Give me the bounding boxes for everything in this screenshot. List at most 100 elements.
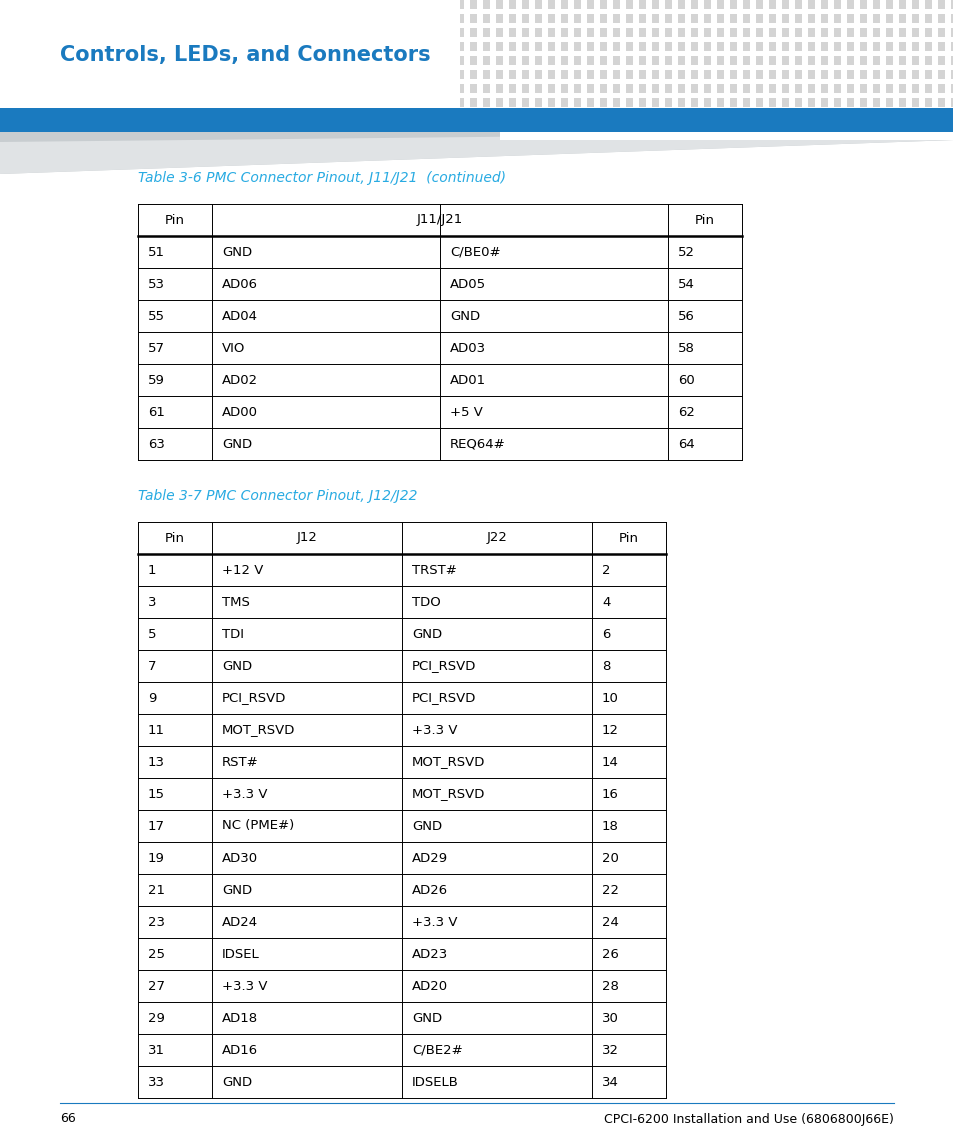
Bar bbox=[288, 84, 294, 93]
Bar bbox=[2, 56, 9, 65]
Bar bbox=[353, 42, 359, 52]
Bar bbox=[274, 27, 282, 37]
Bar bbox=[15, 42, 22, 52]
Bar bbox=[145, 27, 152, 37]
Bar bbox=[15, 14, 22, 23]
Bar bbox=[15, 27, 22, 37]
Bar bbox=[885, 84, 892, 93]
Bar bbox=[586, 56, 594, 65]
Bar bbox=[599, 98, 606, 106]
Bar bbox=[613, 27, 619, 37]
Bar bbox=[443, 84, 451, 93]
Bar bbox=[547, 98, 555, 106]
Bar bbox=[92, 14, 100, 23]
Text: 64: 64 bbox=[678, 437, 694, 450]
Bar bbox=[80, 27, 87, 37]
Bar bbox=[145, 56, 152, 65]
Bar bbox=[314, 14, 320, 23]
Bar bbox=[833, 27, 841, 37]
Bar bbox=[755, 14, 762, 23]
Bar bbox=[911, 42, 918, 52]
Bar bbox=[599, 0, 606, 9]
Bar bbox=[807, 0, 814, 9]
Bar bbox=[470, 98, 476, 106]
Bar bbox=[314, 70, 320, 79]
Bar bbox=[301, 84, 308, 93]
Bar bbox=[353, 56, 359, 65]
Bar bbox=[535, 70, 541, 79]
Bar bbox=[781, 70, 788, 79]
Bar bbox=[885, 42, 892, 52]
Bar bbox=[353, 27, 359, 37]
Bar bbox=[496, 84, 502, 93]
Bar bbox=[210, 0, 216, 9]
Bar bbox=[625, 56, 633, 65]
Bar bbox=[353, 70, 359, 79]
Text: 24: 24 bbox=[601, 916, 618, 929]
Bar bbox=[196, 84, 204, 93]
Bar bbox=[574, 14, 580, 23]
Bar bbox=[378, 27, 386, 37]
Bar bbox=[911, 70, 918, 79]
Bar bbox=[729, 27, 737, 37]
Bar bbox=[353, 84, 359, 93]
Text: AD23: AD23 bbox=[412, 948, 448, 961]
Bar bbox=[54, 56, 61, 65]
Bar bbox=[625, 42, 633, 52]
Bar bbox=[443, 42, 451, 52]
Text: 8: 8 bbox=[601, 660, 610, 672]
Bar bbox=[781, 42, 788, 52]
Bar bbox=[392, 14, 398, 23]
Bar bbox=[249, 14, 255, 23]
Bar bbox=[846, 27, 853, 37]
Bar bbox=[28, 14, 35, 23]
Text: 9: 9 bbox=[148, 692, 156, 704]
Bar bbox=[456, 84, 463, 93]
Bar bbox=[456, 14, 463, 23]
Bar bbox=[210, 98, 216, 106]
Bar bbox=[314, 98, 320, 106]
Bar bbox=[742, 0, 749, 9]
Bar bbox=[145, 84, 152, 93]
Bar bbox=[885, 27, 892, 37]
Bar bbox=[54, 0, 61, 9]
Bar bbox=[807, 84, 814, 93]
Bar bbox=[106, 14, 112, 23]
Bar bbox=[417, 84, 424, 93]
Bar bbox=[196, 14, 204, 23]
Bar bbox=[339, 42, 347, 52]
Bar bbox=[846, 70, 853, 79]
Bar bbox=[158, 14, 165, 23]
Bar bbox=[106, 0, 112, 9]
Bar bbox=[67, 14, 74, 23]
Bar bbox=[41, 0, 48, 9]
Bar bbox=[807, 27, 814, 37]
Bar bbox=[742, 42, 749, 52]
Bar bbox=[80, 42, 87, 52]
Bar bbox=[327, 42, 334, 52]
Bar bbox=[67, 42, 74, 52]
Bar bbox=[639, 0, 645, 9]
Bar bbox=[262, 98, 269, 106]
Bar bbox=[41, 27, 48, 37]
Bar bbox=[755, 98, 762, 106]
Bar bbox=[717, 42, 723, 52]
Bar bbox=[768, 70, 775, 79]
Bar bbox=[821, 14, 827, 23]
Bar bbox=[249, 56, 255, 65]
Bar bbox=[184, 14, 191, 23]
Bar bbox=[755, 42, 762, 52]
Text: 23: 23 bbox=[148, 916, 165, 929]
Bar bbox=[443, 14, 451, 23]
Bar bbox=[599, 42, 606, 52]
Bar bbox=[911, 98, 918, 106]
Bar bbox=[41, 70, 48, 79]
Bar bbox=[664, 27, 671, 37]
Bar bbox=[301, 56, 308, 65]
Bar bbox=[339, 56, 347, 65]
Bar bbox=[639, 27, 645, 37]
Bar bbox=[392, 70, 398, 79]
Bar bbox=[807, 42, 814, 52]
Bar bbox=[67, 70, 74, 79]
Text: 32: 32 bbox=[601, 1043, 618, 1057]
